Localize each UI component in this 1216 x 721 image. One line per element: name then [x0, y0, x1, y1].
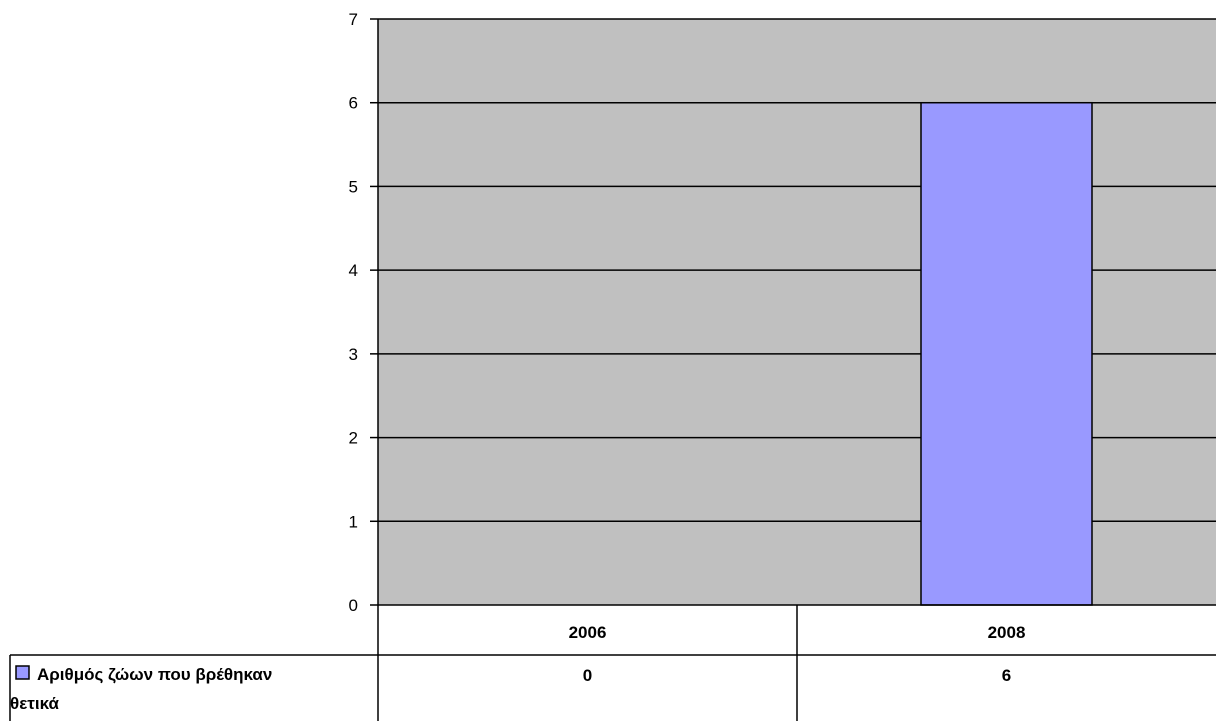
data-table: 2006 2008 0 6 Αριθμός ζώων που βρέθηκαν θετικ… — [9, 604, 1216, 721]
y-tick-label-0: 0 — [349, 596, 358, 615]
y-tick-label-5: 5 — [349, 177, 358, 196]
y-tick-label-7: 7 — [349, 10, 358, 29]
y-tick-label-1: 1 — [349, 512, 358, 531]
y-tick-label-2: 2 — [349, 429, 358, 448]
legend-series-name-line-2: θετικά — [10, 694, 59, 713]
y-tick-label-4: 4 — [349, 261, 358, 280]
bar-2008 — [920, 101, 1093, 606]
value-label-2008: 6 — [1002, 666, 1011, 685]
legend-series-name: Αριθμός ζώων που βρέθηκαν θετικά — [10, 665, 272, 713]
y-tick-labels: 0 1 2 3 4 5 6 7 — [349, 10, 358, 615]
y-tick-label-6: 6 — [349, 94, 358, 113]
axes — [370, 18, 379, 606]
legend-series-name-line-1: Αριθμός ζώων που βρέθηκαν — [37, 665, 272, 684]
value-label-2006: 0 — [583, 666, 592, 685]
y-tick-label-3: 3 — [349, 345, 358, 364]
category-label-2006: 2006 — [569, 623, 607, 642]
legend-key — [15, 665, 30, 680]
category-label-2008: 2008 — [988, 623, 1026, 642]
bars — [920, 101, 1093, 606]
